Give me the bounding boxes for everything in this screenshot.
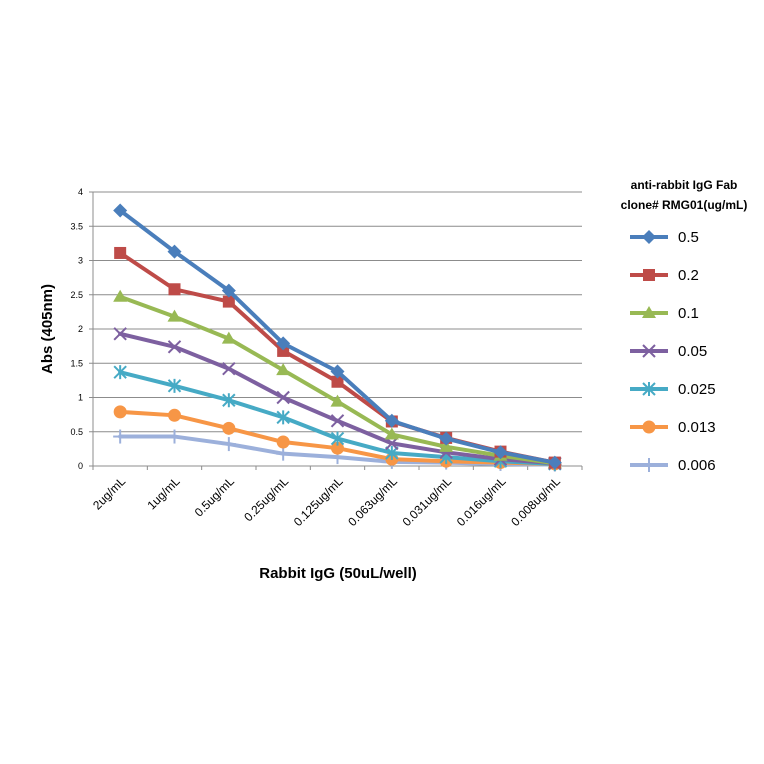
- x-tick-label: 0.063ug/mL: [345, 474, 400, 529]
- data-point: [113, 405, 127, 419]
- legend-marker: [643, 269, 655, 281]
- data-point: [167, 340, 182, 354]
- legend-marker: [642, 344, 656, 358]
- data-point: [221, 437, 236, 452]
- data-point: [331, 441, 344, 455]
- y-tick-label: 2.5: [70, 290, 83, 300]
- data-point: [439, 431, 454, 446]
- data-point: [221, 331, 236, 344]
- legend-marker: [642, 306, 656, 318]
- data-point: [168, 283, 181, 296]
- series-group: [113, 203, 562, 472]
- data-point: [222, 362, 236, 376]
- legend-item: 0.2: [630, 267, 699, 284]
- data-point: [276, 410, 290, 425]
- data-point: [222, 295, 235, 308]
- x-tick-label: 0.5ug/mL: [192, 474, 238, 520]
- data-point: [113, 289, 128, 302]
- x-tick-label: 0.031ug/mL: [400, 474, 455, 529]
- legend-title-line-1: anti-rabbit IgG Fab: [631, 178, 738, 192]
- series-0.025: [113, 365, 562, 471]
- legend-label: 0.006: [678, 457, 716, 474]
- legend-label: 0.2: [678, 267, 699, 284]
- data-point: [167, 429, 182, 444]
- legend-label: 0.05: [678, 343, 707, 360]
- data-point: [384, 427, 399, 440]
- data-point: [114, 246, 127, 259]
- data-point: [276, 446, 291, 461]
- legend-label: 0.1: [678, 305, 699, 322]
- legend-item: 0.1: [630, 305, 699, 322]
- legend-marker: [642, 382, 656, 396]
- x-tick-label: 0.016ug/mL: [454, 474, 509, 529]
- data-point: [276, 363, 291, 376]
- x-tick-label: 0.008ug/mL: [508, 474, 563, 529]
- legend-item: 0.025: [630, 381, 716, 398]
- series-0.5: [113, 203, 562, 470]
- y-tick-label: 0: [78, 461, 83, 471]
- data-point: [222, 393, 236, 408]
- x-tick-label: 1ug/mL: [144, 474, 182, 512]
- data-point: [330, 394, 345, 407]
- y-tick-label: 3: [78, 256, 83, 266]
- data-point: [276, 336, 291, 351]
- y-tick-label: 0.5: [70, 427, 83, 437]
- x-tick-label: 0.125ug/mL: [291, 474, 346, 529]
- legend-item: 0.013: [630, 419, 716, 436]
- data-point: [222, 421, 236, 435]
- data-point: [167, 244, 182, 259]
- data-point: [276, 390, 290, 405]
- data-point: [330, 364, 345, 379]
- legend-label: 0.5: [678, 229, 699, 246]
- y-tick-label: 4: [78, 187, 83, 197]
- series-line: [118, 250, 557, 465]
- data-point: [221, 283, 236, 298]
- data-point: [331, 375, 344, 388]
- data-point: [167, 378, 182, 393]
- data-point: [276, 435, 290, 449]
- data-point: [439, 439, 454, 452]
- legend-label: 0.013: [678, 419, 716, 436]
- data-point: [493, 445, 508, 460]
- y-tick-label: 1: [78, 393, 83, 403]
- legend-marker: [642, 230, 656, 244]
- data-point: [113, 203, 128, 218]
- legend-label: 0.025: [678, 381, 716, 398]
- x-axis-title: Rabbit IgG (50uL/well): [259, 565, 417, 582]
- legend-marker: [642, 458, 656, 472]
- data-point: [330, 414, 345, 428]
- data-point: [113, 365, 127, 380]
- legend-marker: [642, 420, 656, 434]
- legend: anti-rabbit IgG Fab clone# RMG01(ug/mL) …: [621, 178, 748, 474]
- x-tick-label: 0.25ug/mL: [241, 474, 291, 524]
- data-point: [385, 445, 399, 460]
- legend-item: 0.5: [630, 229, 699, 246]
- legend-title-line-2: clone# RMG01(ug/mL): [621, 198, 748, 212]
- data-point: [113, 327, 127, 341]
- data-point: [547, 455, 562, 470]
- legend-item: 0.006: [630, 457, 716, 474]
- data-point: [167, 309, 182, 322]
- data-point: [384, 413, 399, 428]
- data-point: [113, 429, 128, 444]
- data-point: [330, 431, 345, 446]
- x-tick-label: 2ug/mL: [90, 474, 128, 512]
- y-tick-label: 1.5: [70, 358, 83, 368]
- axes: 0 0.5 1 1.5 2 2.5 3 3.5 4 2ug/mL 1ug/mL 0.5ug/mL 0.2…: [70, 187, 583, 529]
- y-tick-label: 3.5: [70, 221, 83, 231]
- data-point: [277, 344, 290, 357]
- legend-item: 0.05: [630, 343, 707, 360]
- y-tick-label: 2: [78, 324, 83, 334]
- y-axis-title: Abs (405nm): [39, 284, 56, 374]
- data-point: [168, 408, 181, 422]
- series-line: [118, 208, 557, 465]
